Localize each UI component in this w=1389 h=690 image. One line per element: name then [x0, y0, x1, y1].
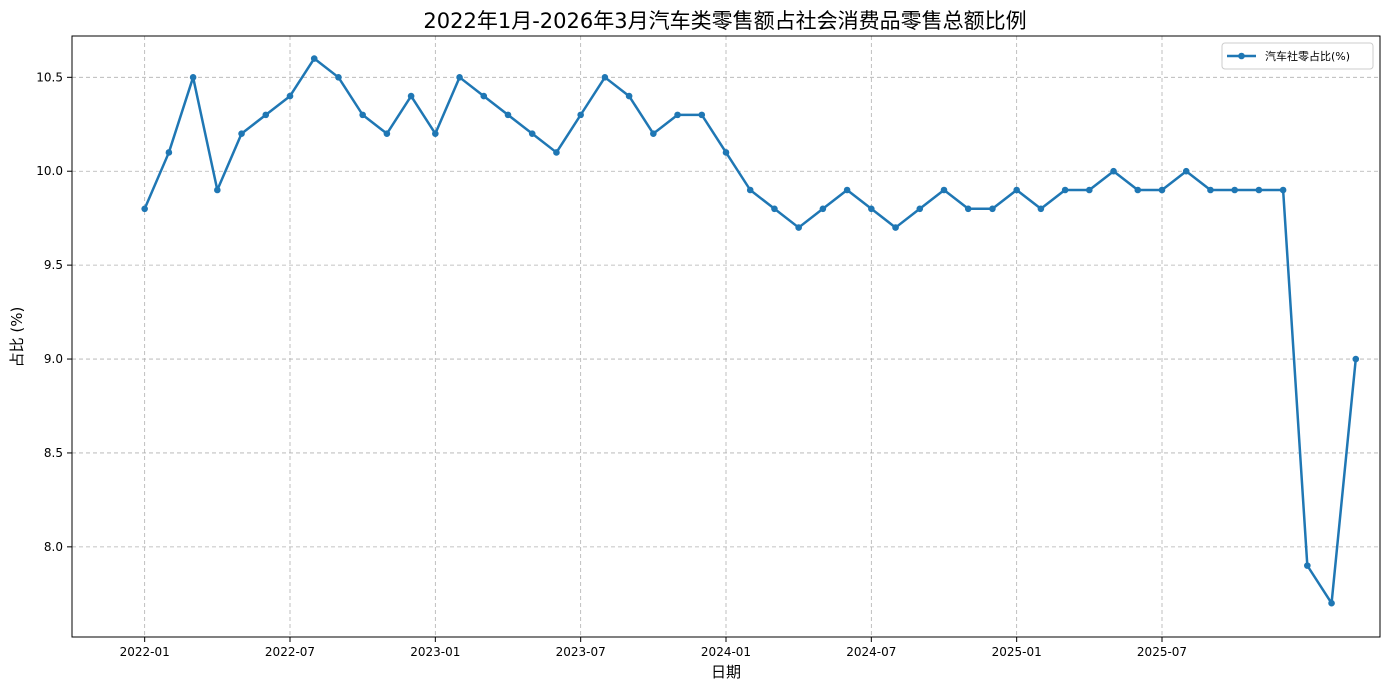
y-tick-label: 10.5	[36, 70, 63, 84]
x-tick-label: 2023-01	[410, 645, 460, 659]
y-axis: 8.0 8.5 9.0 9.5 10.0 10.5	[36, 70, 72, 554]
data-point	[1158, 186, 1166, 194]
x-axis: 2022-01 2022-07 2023-01 2023-07 2024-01 2024-…	[120, 637, 1187, 659]
data-point	[383, 130, 391, 137]
y-tick-label: 9.5	[44, 258, 63, 272]
y-tick-label: 8.0	[44, 540, 63, 554]
data-point	[480, 92, 488, 100]
data-point	[407, 92, 415, 100]
data-point	[335, 74, 342, 81]
x-tick-label: 2025-07	[1137, 645, 1187, 659]
data-point	[650, 130, 657, 137]
data-point	[286, 92, 294, 100]
data-point	[310, 55, 318, 62]
x-tick-label: 2025-01	[992, 645, 1042, 659]
series-layer	[141, 55, 1360, 607]
legend-box	[1221, 42, 1374, 70]
data-point	[456, 74, 463, 81]
y-tick-label: 8.5	[44, 446, 63, 460]
data-point	[1182, 167, 1190, 175]
data-point	[1279, 186, 1287, 194]
chart-title: 2022年1月-2026年3月汽车类零售额占社会消费品零售总额比例	[423, 9, 1026, 33]
data-point	[722, 149, 730, 156]
legend-marker	[1238, 52, 1245, 60]
data-point	[1037, 205, 1045, 213]
data-point	[528, 130, 536, 137]
x-tick-label: 2022-01	[120, 645, 170, 659]
data-point	[795, 224, 802, 231]
data-point	[1110, 167, 1117, 175]
data-point	[359, 111, 366, 119]
data-point	[262, 111, 270, 119]
data-point	[141, 205, 148, 213]
x-tick-label: 2024-01	[701, 645, 751, 659]
data-point	[746, 186, 754, 194]
data-point	[1328, 599, 1335, 607]
y-axis-label: 占比 (%)	[8, 307, 26, 368]
data-point	[892, 224, 899, 231]
data-point	[916, 205, 924, 213]
data-point	[577, 111, 584, 119]
data-point	[504, 111, 512, 119]
data-point	[1304, 562, 1311, 569]
data-point	[989, 205, 996, 213]
data-point	[1231, 186, 1238, 194]
data-point	[771, 205, 778, 213]
data-point	[1255, 186, 1263, 194]
x-tick-label: 2022-07	[265, 645, 315, 659]
data-point	[1207, 186, 1214, 194]
data-point	[819, 205, 827, 213]
data-point	[1013, 186, 1020, 194]
data-point	[964, 205, 972, 213]
data-point	[432, 130, 439, 137]
data-point	[1061, 186, 1069, 194]
series-line	[143, 57, 1358, 605]
data-point	[189, 74, 197, 81]
data-point	[601, 74, 609, 81]
y-tick-label: 9.0	[44, 352, 63, 366]
data-point	[843, 186, 851, 194]
data-point	[238, 130, 245, 137]
data-point	[1086, 186, 1093, 194]
data-point	[625, 92, 633, 100]
data-point	[868, 205, 875, 213]
data-point	[698, 111, 706, 119]
legend-label: 汽车社零占比(%)	[1265, 49, 1350, 63]
legend: 汽车社零占比(%)	[1221, 42, 1374, 70]
data-point	[1134, 186, 1142, 194]
data-point	[674, 111, 681, 119]
data-point	[940, 186, 948, 194]
grid-lines	[72, 36, 1380, 637]
x-tick-label: 2024-07	[846, 645, 896, 659]
data-point	[553, 149, 560, 156]
data-point	[214, 186, 221, 194]
data-point	[165, 149, 173, 156]
x-tick-label: 2023-07	[556, 645, 606, 659]
y-tick-label: 10.0	[36, 164, 63, 178]
data-point	[1352, 355, 1360, 363]
x-axis-label: 日期	[711, 663, 741, 681]
